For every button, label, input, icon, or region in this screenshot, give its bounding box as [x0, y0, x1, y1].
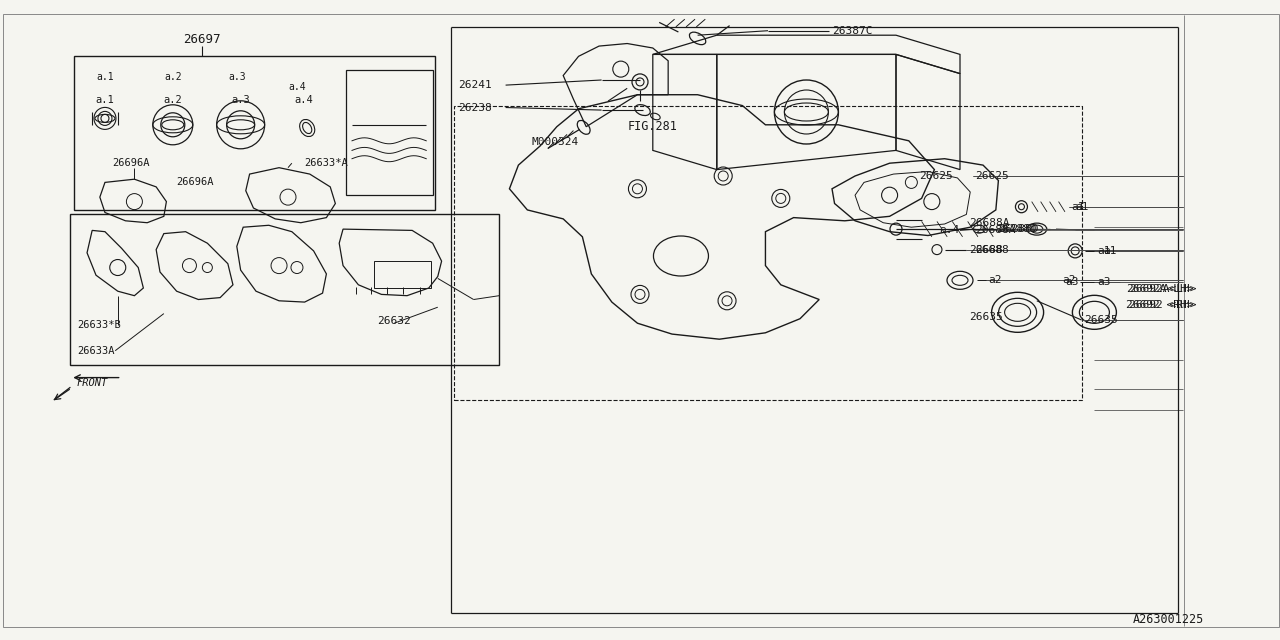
Text: 26692A<LH>: 26692A<LH> — [1126, 284, 1194, 294]
Text: a.2: a.2 — [164, 95, 182, 105]
Text: 26632: 26632 — [378, 316, 411, 326]
Text: 26625: 26625 — [975, 171, 1009, 181]
Text: a.4: a.4 — [288, 81, 306, 92]
Text: 26692A<LH>: 26692A<LH> — [1129, 284, 1197, 294]
Text: a2: a2 — [988, 275, 1002, 285]
Text: a.1: a.1 — [96, 72, 114, 82]
Text: 26688: 26688 — [969, 244, 1002, 255]
Text: 26688: 26688 — [975, 244, 1009, 255]
Text: M000324: M000324 — [531, 137, 579, 147]
Text: a1: a1 — [1075, 202, 1089, 212]
Text: FIG.281: FIG.281 — [627, 120, 677, 133]
Text: a.1: a.1 — [96, 95, 114, 105]
Text: a.2: a.2 — [164, 72, 182, 82]
Bar — [454, 106, 1082, 400]
Text: 26633A: 26633A — [77, 346, 114, 356]
Text: 26688A: 26688A — [975, 225, 1016, 236]
Text: 26692 <RH>: 26692 <RH> — [1129, 300, 1197, 310]
Text: 26625: 26625 — [919, 171, 952, 181]
Text: 26238: 26238 — [458, 102, 492, 113]
Bar — [346, 70, 433, 195]
Bar — [74, 56, 435, 210]
Text: 26696A: 26696A — [177, 177, 214, 188]
Text: a3: a3 — [1097, 276, 1111, 287]
Text: a.4: a.4 — [940, 225, 960, 236]
Text: a1: a1 — [1071, 202, 1085, 212]
Text: 26241: 26241 — [458, 80, 492, 90]
Text: 26635: 26635 — [969, 312, 1002, 322]
Text: a3: a3 — [1065, 276, 1079, 287]
Text: 26288D: 26288D — [998, 224, 1039, 234]
Text: 26633*A: 26633*A — [305, 158, 348, 168]
Text: 26696A: 26696A — [113, 158, 150, 168]
Text: a.3: a.3 — [228, 72, 246, 82]
Text: a.4: a.4 — [294, 95, 312, 105]
Bar — [70, 214, 499, 365]
Bar — [374, 261, 431, 288]
Text: 26688A: 26688A — [969, 218, 1010, 228]
Text: 26288D: 26288D — [996, 224, 1037, 234]
Text: 26633*B: 26633*B — [77, 320, 120, 330]
Text: 26692 <RH>: 26692 <RH> — [1126, 300, 1194, 310]
Text: 26635: 26635 — [1084, 315, 1117, 325]
Text: a2: a2 — [1062, 275, 1076, 285]
Text: FRONT: FRONT — [77, 378, 108, 388]
Text: 26387C: 26387C — [832, 26, 873, 36]
Text: 26697: 26697 — [183, 33, 221, 46]
Text: a1: a1 — [1103, 246, 1117, 256]
Text: a1: a1 — [1097, 246, 1111, 256]
Text: A263001225: A263001225 — [1133, 613, 1204, 626]
Text: a.3: a.3 — [232, 95, 250, 105]
